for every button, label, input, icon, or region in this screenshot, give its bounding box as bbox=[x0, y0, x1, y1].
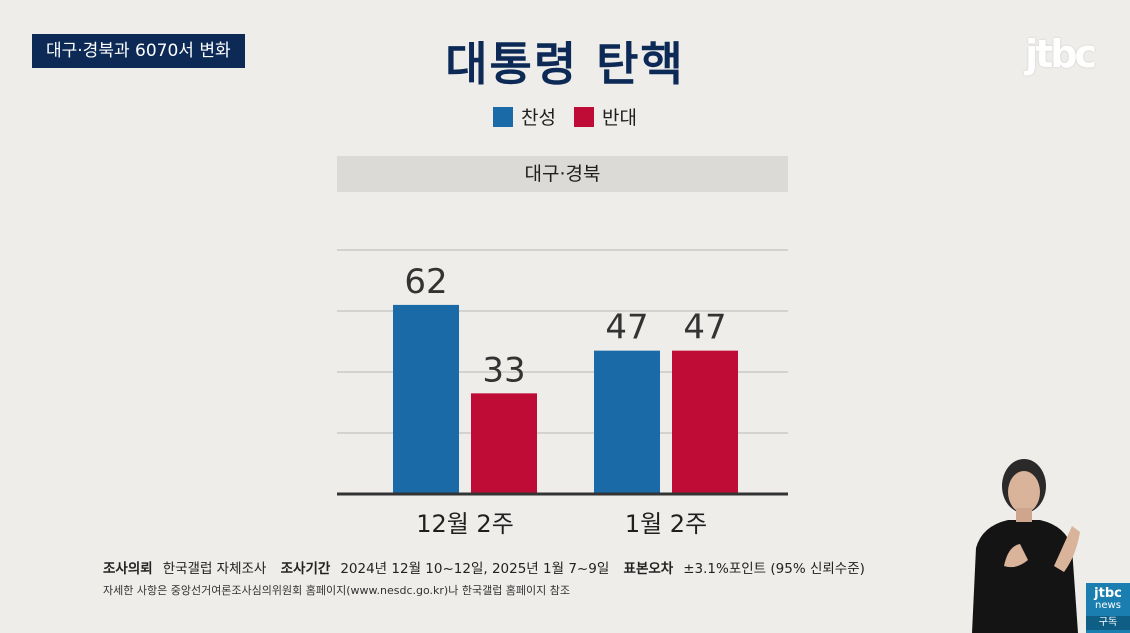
chart-title: 대통령 탄핵 bbox=[445, 37, 685, 91]
legend: 찬성 반대 bbox=[0, 103, 1130, 130]
error-label: 표본오차 bbox=[623, 561, 674, 577]
request-label: 조사의뢰 bbox=[103, 561, 153, 577]
bar bbox=[471, 393, 537, 494]
period-label: 조사기간 bbox=[280, 561, 331, 577]
source-note: 자세한 사항은 중앙선거여론조사심의위원회 홈페이지(www.nesdc.go.… bbox=[103, 584, 571, 597]
subscribe-label: 구독 bbox=[1086, 616, 1130, 630]
request-value: 한국갤럽 자체조사 bbox=[162, 561, 267, 577]
category-label: 12월 2주 bbox=[416, 510, 514, 538]
data-label: 33 bbox=[482, 350, 525, 390]
subscribe-sub: news bbox=[1095, 600, 1121, 611]
survey-info: 조사의뢰 한국갤럽 자체조사 조사기간 2024년 12월 10~12일, 2025… bbox=[103, 557, 865, 577]
bar bbox=[672, 350, 738, 494]
category-label: 1월 2주 bbox=[625, 510, 707, 538]
legend-swatch-approve bbox=[493, 106, 514, 127]
data-label: 47 bbox=[605, 308, 648, 348]
jtbc-logo: jtbc bbox=[1025, 32, 1097, 76]
error-value: ±3.1%포인트 (95% 신뢰수준) bbox=[683, 561, 865, 577]
bar bbox=[393, 304, 459, 494]
legend-swatch-oppose bbox=[574, 106, 594, 127]
subscribe-button[interactable]: jtbc news 구독 bbox=[1086, 583, 1130, 633]
legend-item-approve: 찬성 bbox=[493, 103, 556, 130]
region-header: 대구·경북 bbox=[337, 156, 788, 192]
bar bbox=[594, 350, 660, 494]
legend-label-approve: 찬성 bbox=[521, 107, 556, 129]
data-label: 47 bbox=[683, 308, 726, 348]
period-value: 2024년 12월 10~12일, 2025년 1월 7~9일 bbox=[340, 561, 610, 577]
data-label: 62 bbox=[404, 262, 447, 302]
subscribe-logo: jtbc bbox=[1094, 586, 1122, 601]
legend-item-oppose: 반대 bbox=[574, 103, 637, 130]
sign-language-interpreter bbox=[972, 459, 1080, 633]
legend-label-oppose: 반대 bbox=[602, 107, 637, 129]
segment-tag: 대구·경북과 6070서 변화 bbox=[32, 34, 245, 68]
